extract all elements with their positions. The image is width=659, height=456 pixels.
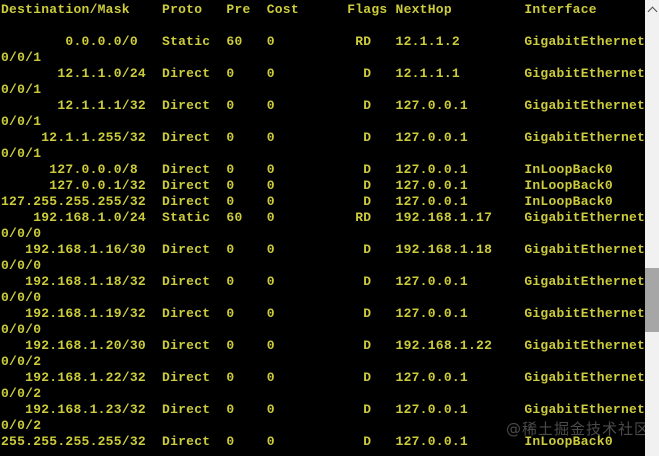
terminal-screen[interactable]: Destination/Mask Proto Pre Cost Flags Ne… [0,0,645,456]
chevron-up-icon [647,6,657,17]
routing-table-output: Destination/Mask Proto Pre Cost Flags Ne… [1,2,645,449]
scrollbar-thumb[interactable] [645,268,659,332]
scroll-up-button[interactable] [645,0,659,18]
vertical-scrollbar[interactable] [645,0,659,456]
